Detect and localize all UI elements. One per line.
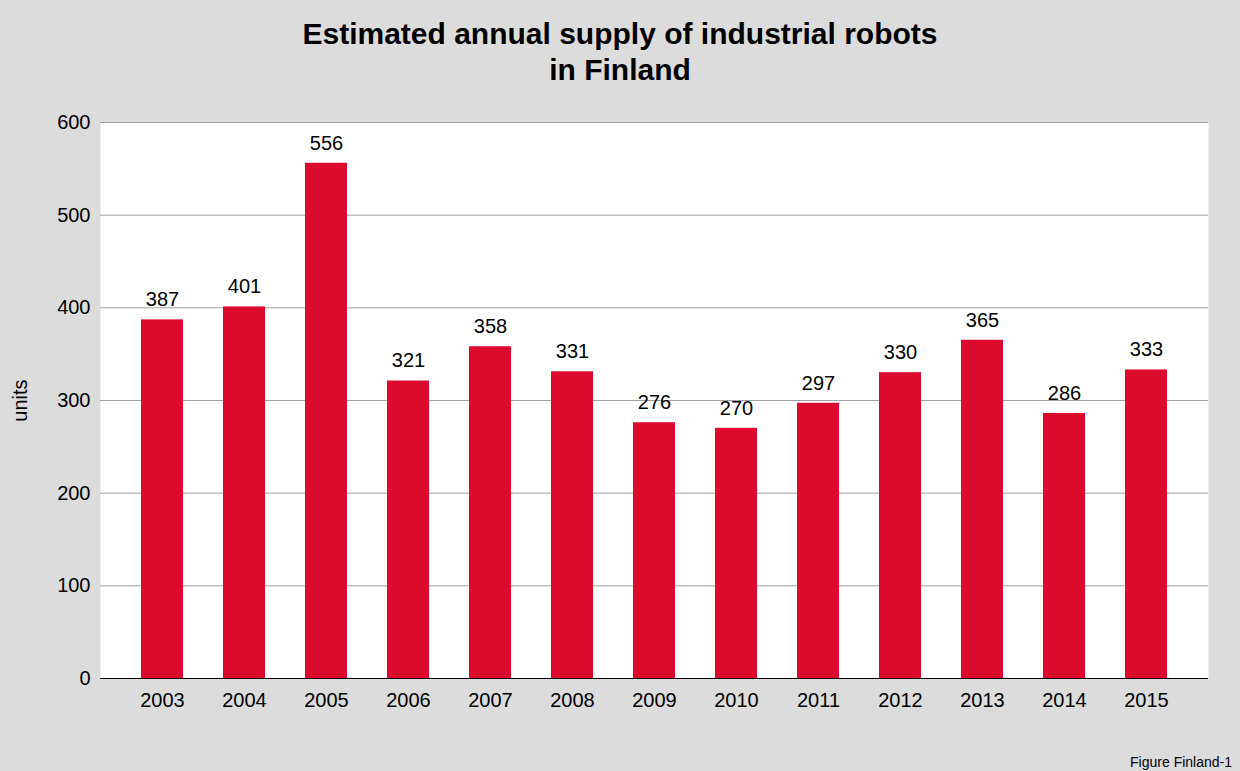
svg-text:276: 276 (638, 391, 671, 413)
html-text:Figure Finland-1: Figure Finland-1 (1130, 754, 1232, 770)
svg-text:400: 400 (57, 296, 90, 318)
svg-text:270: 270 (720, 397, 753, 419)
svg-text:2008: 2008 (550, 689, 595, 711)
svg-text:0: 0 (79, 667, 90, 689)
svg-text:365: 365 (966, 309, 999, 331)
svg-text:2014: 2014 (1042, 689, 1087, 711)
svg-text:2005: 2005 (304, 689, 349, 711)
svg-text:2010: 2010 (714, 689, 759, 711)
svg-text:556: 556 (310, 132, 343, 154)
svg-text:2007: 2007 (468, 689, 513, 711)
svg-text:401: 401 (228, 275, 261, 297)
svg-text:2013: 2013 (960, 689, 1005, 711)
svg-text:2004: 2004 (222, 689, 267, 711)
svg-text:2011: 2011 (797, 689, 840, 711)
svg-text:2006: 2006 (386, 689, 431, 711)
svg-text:333: 333 (1130, 338, 1163, 360)
svg-text:321: 321 (392, 349, 425, 371)
svg-text:387: 387 (146, 288, 179, 310)
svg-text:330: 330 (884, 341, 917, 363)
svg-text:100: 100 (57, 574, 90, 596)
svg-text:286: 286 (1048, 382, 1081, 404)
svg-text:300: 300 (57, 389, 90, 411)
svg-text:200: 200 (57, 482, 90, 504)
svg-text:331: 331 (556, 340, 589, 362)
html-text:Estimated annual supply of ind: Estimated annual supply of industrial ro… (302, 17, 938, 86)
svg-text:358: 358 (474, 315, 507, 337)
svg-text:600: 600 (57, 111, 90, 133)
svg-text:500: 500 (57, 204, 90, 226)
svg-text:2012: 2012 (878, 689, 923, 711)
svg-text:2003: 2003 (140, 689, 185, 711)
svg-text:2009: 2009 (632, 689, 677, 711)
svg-text:units: units (9, 379, 31, 421)
svg-text:297: 297 (802, 372, 835, 394)
svg-text:2015: 2015 (1124, 689, 1169, 711)
